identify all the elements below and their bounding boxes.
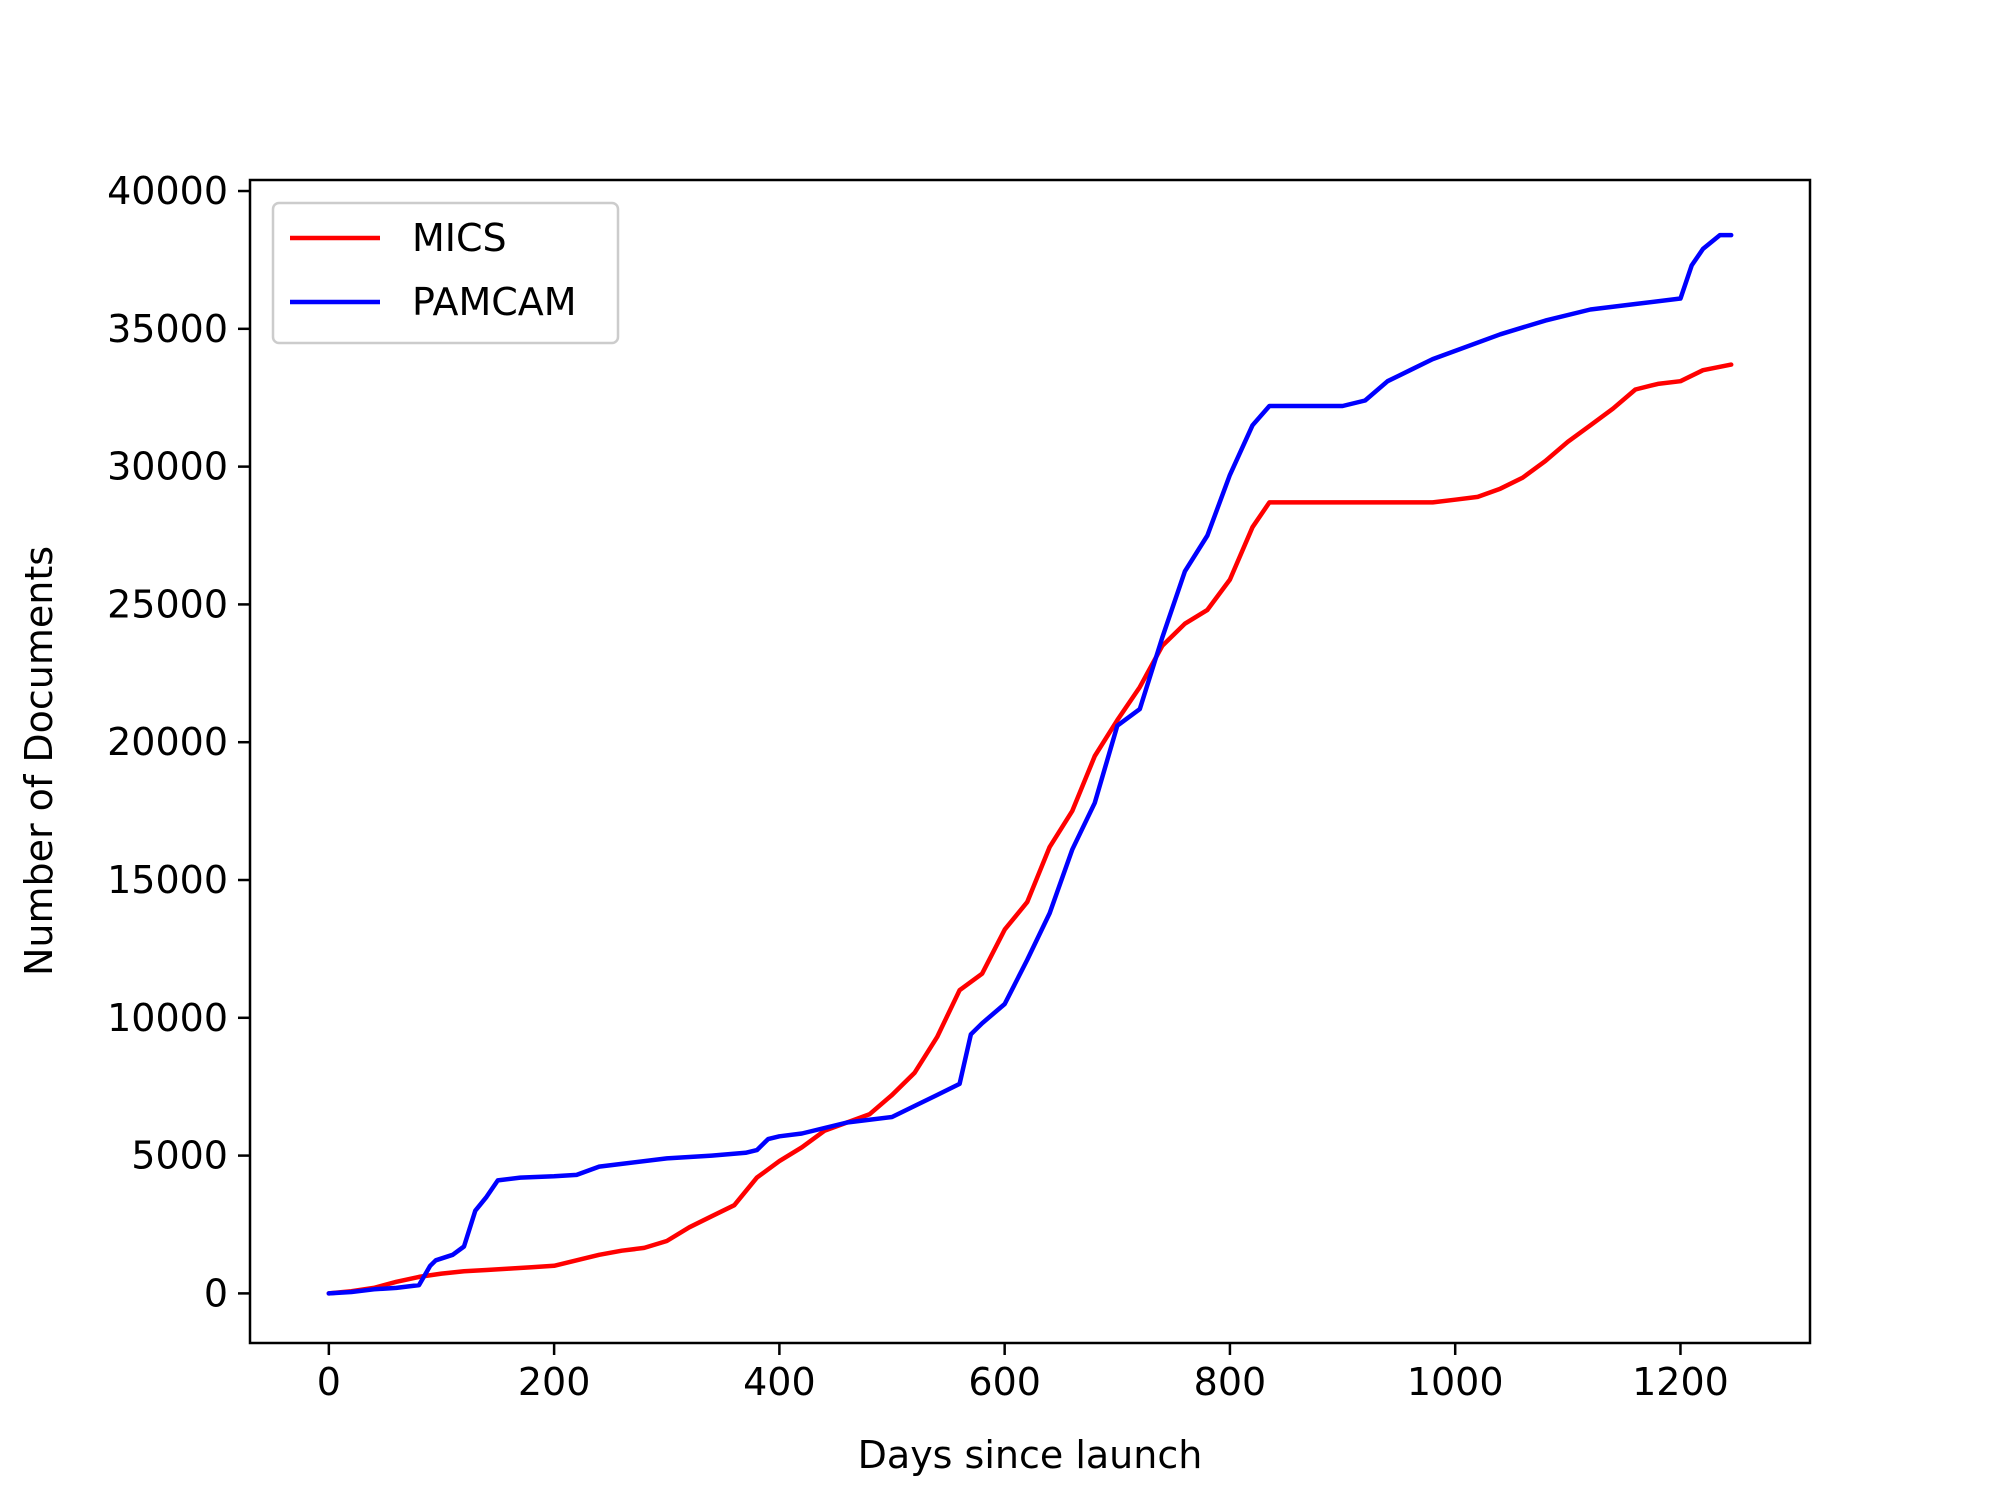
y-tick-label: 25000 (107, 582, 228, 626)
y-tick-label: 10000 (107, 996, 228, 1040)
x-tick-label: 400 (743, 1360, 816, 1404)
series-line-pamcam (326, 232, 1734, 1296)
x-axis-title: Days since launch (858, 1433, 1203, 1477)
x-tick-label: 1000 (1407, 1360, 1504, 1404)
y-tick-label: 30000 (107, 445, 228, 489)
plot-frame (248, 178, 1812, 1345)
y-tick-label: 20000 (107, 720, 228, 764)
y-tick-label: 5000 (131, 1134, 228, 1178)
x-tick-label: 1200 (1632, 1360, 1729, 1404)
x-tick-label: 800 (1194, 1360, 1267, 1404)
y-tick-label: 15000 (107, 858, 228, 902)
plot-lines (326, 232, 1734, 1296)
legend: MICS PAMCAM (271, 201, 620, 345)
y-axis-title: Number of Documents (17, 546, 61, 976)
x-tick-label: 600 (968, 1360, 1041, 1404)
legend-mics-label: MICS (412, 216, 507, 260)
y-axis: 0 5000 10000 15000 20000 25000 30000 35000 40000 (107, 169, 250, 1315)
x-axis: 0 200 400 600 800 1000 1200 (317, 1343, 1729, 1404)
y-tick-label: 35000 (107, 307, 228, 351)
series-line-mics (326, 362, 1734, 1296)
x-tick-label: 200 (518, 1360, 591, 1404)
y-tick-label: 0 (204, 1271, 228, 1315)
x-tick-label: 0 (317, 1360, 341, 1404)
legend-pamcam-label: PAMCAM (412, 280, 577, 324)
y-tick-label: 40000 (107, 169, 228, 213)
